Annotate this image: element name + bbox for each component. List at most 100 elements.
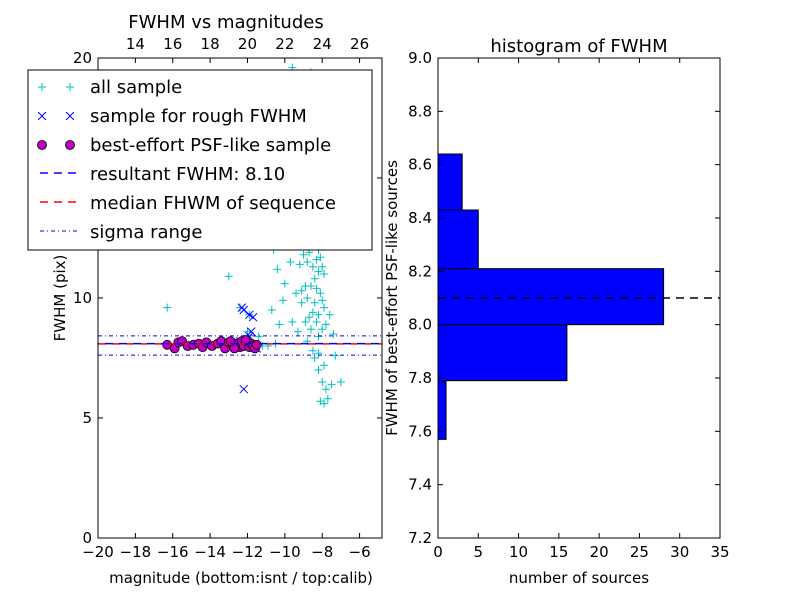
y-tick-label: 7.6 (408, 422, 432, 440)
right-ylabel: FWHM of best-effort PSF-like sources (383, 160, 401, 436)
x-tick-label: 15 (549, 543, 568, 561)
data-point (297, 286, 306, 295)
y-tick-label: 7.4 (408, 476, 432, 494)
left-title: FWHM vs magnitudes (128, 12, 323, 33)
data-point (254, 332, 263, 341)
data-point (236, 303, 244, 312)
data-point (248, 312, 258, 322)
data-point (314, 310, 323, 319)
data-point (316, 253, 325, 262)
data-point (275, 320, 284, 329)
right-frame (437, 57, 721, 539)
legend-marker-plus (38, 83, 74, 91)
data-point (280, 279, 289, 288)
legend-label: resultant FWHM: 8.10 (90, 164, 285, 185)
right-title: histogram of FWHM (490, 36, 667, 57)
x-tick-label: −18 (120, 543, 152, 561)
data-point (293, 327, 302, 336)
data-point (239, 305, 249, 315)
data-point (286, 258, 295, 266)
data-point (314, 267, 323, 276)
histogram-bar (437, 153, 463, 211)
y-tick-label: 8.0 (408, 316, 432, 334)
right-xlabel: number of sources (509, 569, 649, 587)
legend-marker (37, 140, 47, 150)
data-point (299, 250, 308, 259)
legend-entry-median: median FHWM of sequence (40, 193, 336, 214)
data-point (312, 284, 321, 293)
data-point (295, 260, 304, 269)
x-tick-label: −20 (82, 543, 114, 561)
top-tick-label: 24 (313, 35, 332, 53)
histogram-bar (437, 268, 665, 326)
top-tick-label: 20 (238, 35, 257, 53)
legend-label: sigma range (90, 222, 202, 243)
left-xlabel: magnitude (bottom:isnt / top:calib) (109, 569, 373, 587)
x-tick-label: −10 (269, 543, 301, 561)
x-tick-label: 0 (433, 543, 443, 561)
data-point (301, 318, 310, 326)
data-point (329, 330, 338, 338)
data-point (239, 384, 249, 394)
legend-entry-sigma: sigma range (40, 222, 202, 243)
legend-marker (65, 140, 75, 150)
y-tick-label: 8.8 (408, 102, 432, 120)
data-point (303, 258, 312, 266)
top-tick-label: 26 (350, 35, 369, 53)
left-axes: −20−18−16−14−12−10−8−6051015201416182022… (73, 35, 383, 561)
data-point (308, 346, 317, 355)
y-tick-label: 9.0 (408, 49, 432, 67)
legend: all sample sample for rough FWHM best-ef… (27, 69, 373, 251)
legend-entry-best: best-effort PSF-like sample (37, 135, 331, 156)
data-point (251, 339, 262, 350)
data-point (307, 325, 315, 334)
data-point (278, 296, 287, 305)
x-tick-label: 10 (509, 543, 528, 561)
legend-marker-x (37, 111, 75, 121)
y-tick-label: 7.8 (408, 369, 432, 387)
data-point (224, 272, 233, 281)
legend-entry-rough: sample for rough FWHM (37, 106, 307, 127)
data-point (316, 289, 325, 298)
left-ylabel: FWHM (pix) (51, 255, 69, 342)
data-point (318, 325, 327, 334)
data-point (308, 308, 317, 317)
x-tick-label: 25 (630, 543, 649, 561)
legend-marker (66, 83, 74, 91)
data-point (323, 394, 332, 403)
legend-marker-circle (37, 140, 75, 150)
legend-entry-resultant: resultant FWHM: 8.10 (40, 164, 285, 185)
data-point (321, 320, 330, 329)
data-point (314, 366, 323, 374)
top-tick-label: 14 (126, 35, 145, 53)
data-point (244, 310, 254, 320)
data-point (318, 296, 327, 305)
right-panel: histogram of FWHM 0 5 10 15 20 25 30 35 7.2 7.4 7.… (383, 36, 730, 587)
y-tick-label: 20 (73, 49, 92, 67)
x-tick-label: −8 (311, 543, 333, 561)
data-point (320, 303, 329, 312)
data-point (320, 399, 329, 408)
data-point (327, 380, 336, 389)
data-point (292, 289, 301, 298)
legend-label: median FHWM of sequence (90, 193, 336, 214)
x-tick-label: −16 (157, 543, 189, 561)
legend-label: all sample (90, 77, 182, 98)
x-tick-label: 20 (590, 543, 609, 561)
legend-label: best-effort PSF-like sample (90, 135, 331, 156)
legend-marker (37, 111, 47, 121)
data-point (246, 327, 256, 336)
x-tick-label: 35 (710, 543, 729, 561)
legend-entry-all-sample: all sample (38, 77, 182, 98)
y-tick-label: 8.4 (408, 209, 432, 227)
right-plot-data (437, 153, 720, 440)
legend-marker (65, 111, 75, 121)
data-point (314, 349, 323, 358)
data-point (273, 265, 282, 274)
x-tick-label: 5 (474, 543, 484, 561)
data-point (163, 303, 172, 312)
data-point (310, 274, 319, 283)
data-point (336, 378, 345, 386)
data-point (320, 270, 329, 278)
